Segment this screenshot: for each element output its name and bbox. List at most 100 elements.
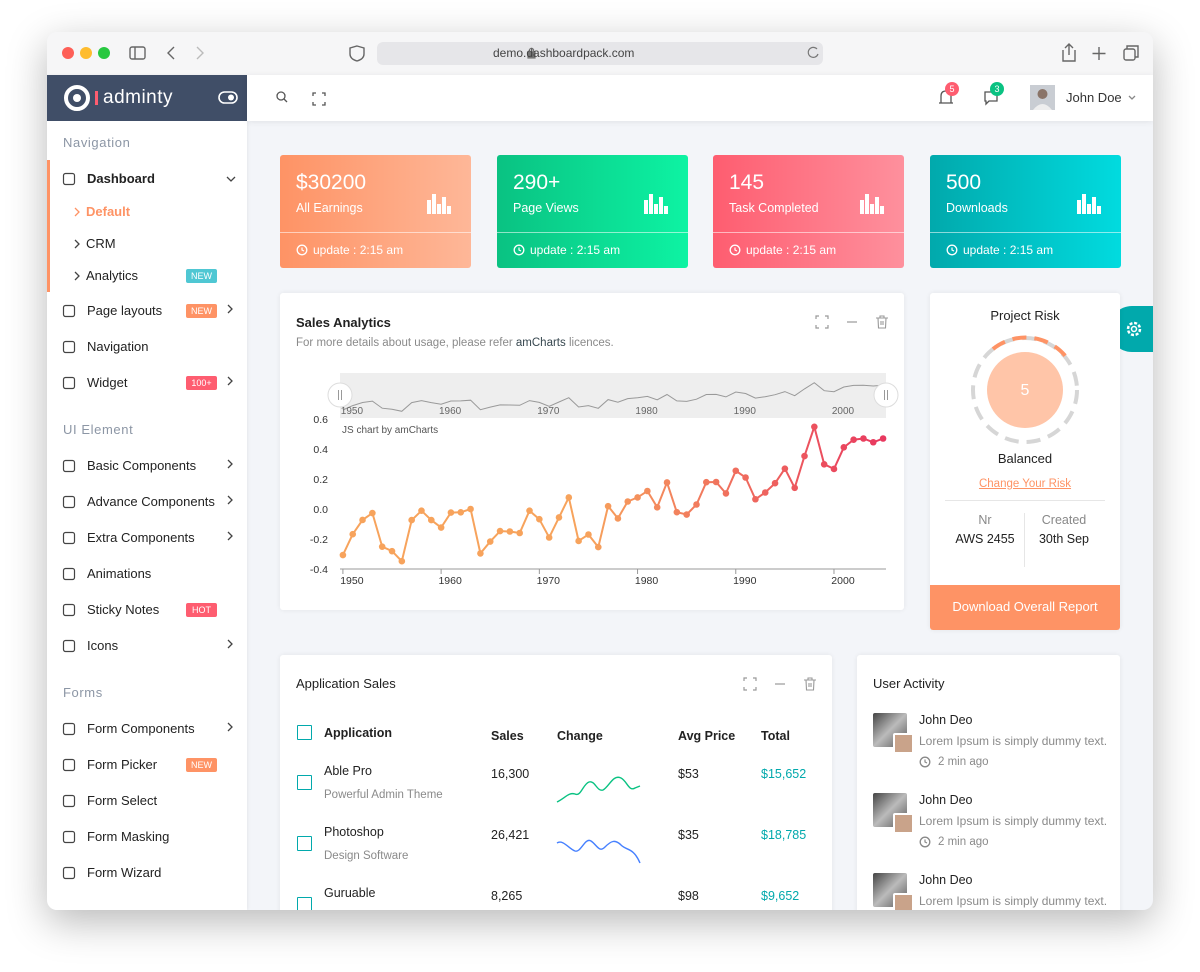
stat-icon-bar: [870, 204, 874, 214]
clock-icon: [919, 756, 931, 768]
stat-icon-bar: [654, 204, 658, 214]
nav-icon-shape: [62, 172, 76, 186]
minimize-button[interactable]: [774, 683, 786, 685]
download-button-label: Download Overall Report: [952, 599, 1098, 614]
nav-item[interactable]: Widget: [87, 375, 128, 390]
chevron: [227, 722, 233, 732]
stat-divider: [713, 232, 904, 233]
search-button[interactable]: [276, 91, 286, 101]
checkbox[interactable]: [297, 836, 312, 851]
app-total: $15,652: [761, 767, 807, 781]
data-point: [614, 515, 622, 522]
data-point: [447, 509, 455, 516]
expand-button[interactable]: [815, 315, 829, 329]
nav-icon: [62, 758, 76, 772]
nav-subitem[interactable]: CRM: [86, 236, 116, 251]
project-risk-card: [930, 293, 1120, 630]
close-button[interactable]: [62, 47, 74, 59]
data-point: [840, 444, 848, 451]
forward-button[interactable]: [196, 46, 204, 60]
nav-item[interactable]: Icons: [87, 638, 119, 653]
nav-icon-shape: [62, 459, 76, 473]
clock-hand: [734, 247, 738, 252]
data-point: [457, 509, 465, 516]
handle-grip: [884, 390, 888, 400]
share-button[interactable]: [1062, 43, 1076, 62]
nav-item[interactable]: Form Select: [87, 793, 158, 808]
fullscreen-button[interactable]: [312, 92, 326, 106]
data-point: [388, 547, 396, 555]
subtitle-text: licences.: [565, 337, 614, 349]
nav-subitem[interactable]: Analytics: [86, 268, 139, 283]
stat-icon-bar: [880, 206, 884, 214]
clock-hand: [951, 247, 955, 252]
checkbox[interactable]: [297, 725, 312, 740]
activity-time: 2 min ago: [938, 756, 989, 768]
delete-button[interactable]: [804, 677, 816, 691]
page-canvas: demo.dashboardpack.com 5 3 John Doe admi…: [47, 32, 1153, 910]
url: demo.dashboardpack.com: [493, 46, 635, 60]
nav-item[interactable]: Form Masking: [87, 829, 170, 844]
nav-item[interactable]: Navigation: [87, 339, 149, 354]
nav-item[interactable]: Sticky Notes: [87, 602, 160, 617]
data-point: [850, 436, 857, 443]
data-point: [869, 438, 877, 446]
section-title: UI Element: [63, 422, 134, 437]
x-tick-label: 1970: [537, 575, 561, 587]
nav-icon: [62, 830, 76, 844]
line-chart: 1950 1960 1970 1980 1990 2000 JS chart by amCh…: [310, 373, 899, 587]
app-price: $53: [678, 767, 699, 781]
minimize-button[interactable]: [80, 47, 92, 59]
expand-button[interactable]: [743, 677, 757, 691]
app-total: $9,652: [761, 889, 800, 903]
risk-score: 5: [1020, 382, 1030, 399]
back-button[interactable]: [167, 46, 175, 60]
column-header: Avg Price: [678, 729, 736, 743]
chevron: [227, 495, 233, 505]
scrollbar-handle[interactable]: [873, 382, 899, 408]
nav-badge: NEW: [186, 758, 217, 772]
chevron-line: [74, 271, 80, 281]
nav-item[interactable]: Extra Components: [87, 530, 195, 545]
scrollbar-handle[interactable]: [327, 382, 353, 408]
tabs-button[interactable]: [1123, 48, 1136, 61]
delete-button[interactable]: [876, 315, 888, 329]
nav-item[interactable]: Dashboard: [87, 171, 155, 186]
nav-item[interactable]: Form Picker: [87, 757, 158, 772]
nav-item[interactable]: Form Components: [87, 721, 195, 736]
data-point: [771, 479, 779, 487]
nav-subitem[interactable]: Default: [86, 204, 131, 219]
nav-item[interactable]: Page layouts: [87, 303, 163, 318]
address-bar[interactable]: [377, 42, 823, 65]
nav-item[interactable]: Advance Components: [87, 494, 215, 509]
data-point: [585, 531, 592, 538]
stat-icon-bar: [447, 206, 451, 214]
application-sales-card: [280, 655, 832, 910]
x-tick-label: 1960: [438, 575, 462, 587]
activity-avatar: [893, 813, 914, 834]
download-button[interactable]: [930, 585, 1120, 630]
data-line: [341, 423, 884, 564]
sparkline-line: [556, 839, 641, 864]
menu-toggle[interactable]: [218, 91, 238, 104]
risk-link[interactable]: Change Your Risk: [978, 478, 1072, 490]
checkbox[interactable]: [297, 775, 312, 790]
new-tab-button[interactable]: [1092, 47, 1106, 60]
risk-gauge: [971, 335, 1079, 444]
reload-button[interactable]: [807, 46, 819, 58]
expand-icon: [743, 677, 757, 691]
subtitle-link[interactable]: amCharts: [515, 337, 566, 349]
sidebar-toggle[interactable]: [129, 46, 146, 60]
minimize-button[interactable]: [846, 321, 858, 323]
checkbox[interactable]: [297, 897, 312, 910]
user-name[interactable]: John Doe: [1066, 90, 1122, 105]
nav-item[interactable]: Basic Components: [87, 458, 197, 473]
data-point: [761, 489, 769, 496]
card-title: User Activity: [873, 676, 945, 691]
nav-item[interactable]: Form Wizard: [87, 865, 162, 880]
header-icons: [276, 85, 1136, 110]
zoom-button[interactable]: [98, 47, 110, 59]
nav-item[interactable]: Animations: [87, 566, 152, 581]
data-point: [418, 507, 425, 514]
